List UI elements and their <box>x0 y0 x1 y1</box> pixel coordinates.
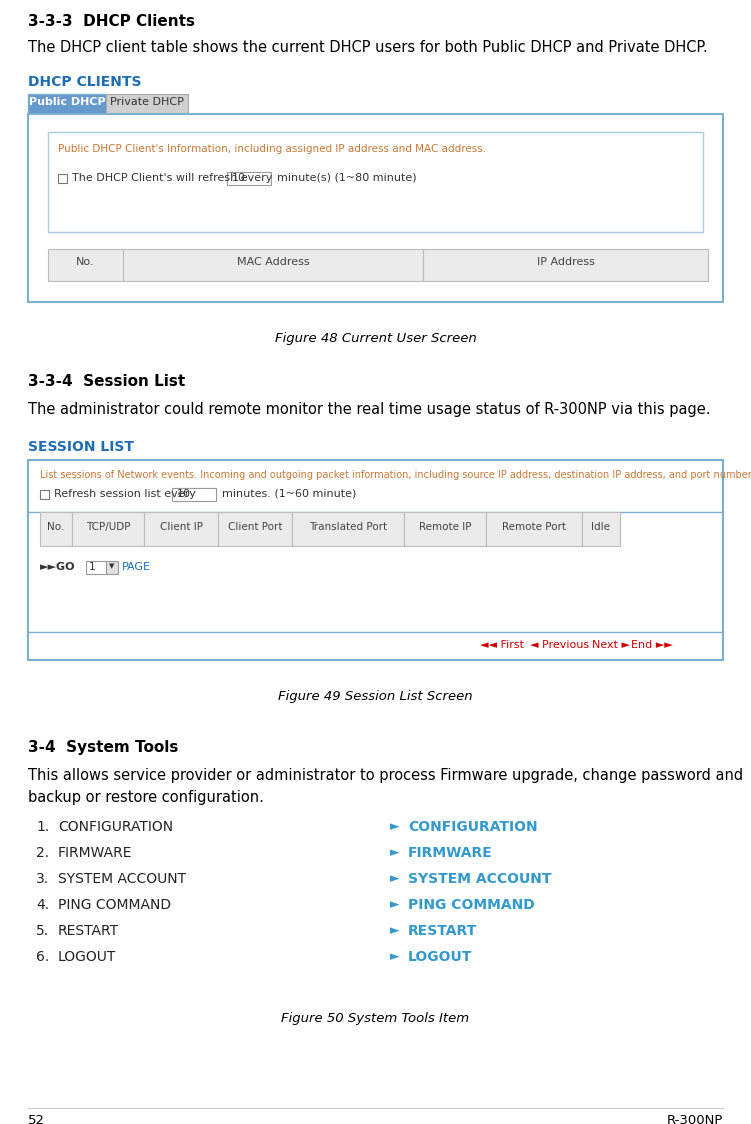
Text: ►: ► <box>390 898 400 910</box>
Bar <box>292 513 404 546</box>
Text: IP Address: IP Address <box>536 257 595 268</box>
Text: The DHCP client table shows the current DHCP users for both Public DHCP and Priv: The DHCP client table shows the current … <box>28 40 707 55</box>
Text: 3-3-3  DHCP Clients: 3-3-3 DHCP Clients <box>28 13 195 29</box>
Text: ►: ► <box>390 872 400 885</box>
Text: Translated Port: Translated Port <box>309 522 387 532</box>
Text: Private DHCP: Private DHCP <box>110 97 184 107</box>
Bar <box>106 561 118 574</box>
Text: ►►GO: ►►GO <box>40 562 76 572</box>
Bar <box>86 561 106 574</box>
Bar <box>404 513 486 546</box>
Text: 6.: 6. <box>36 950 50 964</box>
Text: 10: 10 <box>177 489 191 499</box>
Bar <box>486 513 582 546</box>
Text: Client Port: Client Port <box>228 522 282 532</box>
Text: PAGE: PAGE <box>122 562 151 572</box>
Bar <box>40 490 49 499</box>
Text: Public DHCP: Public DHCP <box>29 97 105 107</box>
Text: LOGOUT: LOGOUT <box>58 950 116 964</box>
Text: 3.: 3. <box>36 872 49 886</box>
Text: Figure 49 Session List Screen: Figure 49 Session List Screen <box>278 690 473 702</box>
Text: DHCP CLIENTS: DHCP CLIENTS <box>28 75 141 89</box>
Text: The DHCP Client's will refresh every: The DHCP Client's will refresh every <box>72 173 273 183</box>
Text: Idle: Idle <box>592 522 611 532</box>
Text: 3-4  System Tools: 3-4 System Tools <box>28 740 179 755</box>
Text: ►: ► <box>390 924 400 937</box>
Text: Figure 48 Current User Screen: Figure 48 Current User Screen <box>275 332 476 345</box>
Bar <box>106 94 188 114</box>
Bar <box>72 513 144 546</box>
Bar <box>28 94 106 114</box>
Text: 1.: 1. <box>36 821 50 834</box>
Text: 1: 1 <box>89 562 95 572</box>
Text: 10: 10 <box>232 173 246 183</box>
Text: Refresh session list every: Refresh session list every <box>54 489 196 499</box>
Text: 2.: 2. <box>36 846 49 860</box>
Text: No.: No. <box>47 522 65 532</box>
Text: SESSION LIST: SESSION LIST <box>28 439 134 454</box>
Text: SYSTEM ACCOUNT: SYSTEM ACCOUNT <box>58 872 186 886</box>
Bar <box>48 250 123 281</box>
Text: PING COMMAND: PING COMMAND <box>408 898 535 912</box>
Text: Public DHCP Client's Information, including assigned IP address and MAC address.: Public DHCP Client's Information, includ… <box>58 144 486 154</box>
Text: CONFIGURATION: CONFIGURATION <box>408 821 538 834</box>
Text: 4.: 4. <box>36 898 49 912</box>
Bar <box>123 250 423 281</box>
Text: SYSTEM ACCOUNT: SYSTEM ACCOUNT <box>408 872 551 886</box>
Text: 3-3-4  Session List: 3-3-4 Session List <box>28 374 185 389</box>
Text: ▼: ▼ <box>110 563 115 569</box>
Bar <box>423 250 708 281</box>
Text: PING COMMAND: PING COMMAND <box>58 898 171 912</box>
Text: R-300NP: R-300NP <box>667 1114 723 1124</box>
Text: Next ►: Next ► <box>593 640 630 650</box>
Bar <box>218 513 292 546</box>
Bar <box>28 114 723 302</box>
Bar <box>28 460 723 660</box>
Bar <box>48 132 703 232</box>
Text: FIRMWARE: FIRMWARE <box>408 846 493 860</box>
Text: Client IP: Client IP <box>159 522 203 532</box>
Text: RESTART: RESTART <box>58 924 119 939</box>
Text: No.: No. <box>77 257 95 268</box>
Text: CONFIGURATION: CONFIGURATION <box>58 821 173 834</box>
Text: This allows service provider or administrator to process Firmware upgrade, chang: This allows service provider or administ… <box>28 768 743 783</box>
Bar <box>227 172 271 185</box>
Bar <box>144 513 218 546</box>
Text: LOGOUT: LOGOUT <box>408 950 472 964</box>
Text: 5.: 5. <box>36 924 49 939</box>
Text: The administrator could remote monitor the real time usage status of R-300NP via: The administrator could remote monitor t… <box>28 402 710 417</box>
Bar <box>172 488 216 501</box>
Text: RESTART: RESTART <box>408 924 477 939</box>
Text: ◄ Previous: ◄ Previous <box>530 640 590 650</box>
Text: ►: ► <box>390 950 400 963</box>
Bar <box>58 174 67 183</box>
Text: ◄◄ First: ◄◄ First <box>480 640 524 650</box>
Text: TCP/UDP: TCP/UDP <box>86 522 130 532</box>
Text: minutes. (1~60 minute): minutes. (1~60 minute) <box>222 489 357 499</box>
Text: ►: ► <box>390 846 400 859</box>
Text: Figure 50 System Tools Item: Figure 50 System Tools Item <box>282 1012 469 1025</box>
Text: 52: 52 <box>28 1114 45 1124</box>
Text: Remote IP: Remote IP <box>419 522 471 532</box>
Text: backup or restore configuration.: backup or restore configuration. <box>28 790 264 805</box>
Text: List sessions of Network events. Incoming and outgoing packet information, inclu: List sessions of Network events. Incomin… <box>40 470 751 480</box>
Text: minute(s) (1~80 minute): minute(s) (1~80 minute) <box>277 173 417 183</box>
Text: Remote Port: Remote Port <box>502 522 566 532</box>
Text: End ►►: End ►► <box>631 640 673 650</box>
Bar <box>582 513 620 546</box>
Text: FIRMWARE: FIRMWARE <box>58 846 132 860</box>
Text: MAC Address: MAC Address <box>237 257 309 268</box>
Bar <box>40 513 72 546</box>
Text: ►: ► <box>390 821 400 833</box>
